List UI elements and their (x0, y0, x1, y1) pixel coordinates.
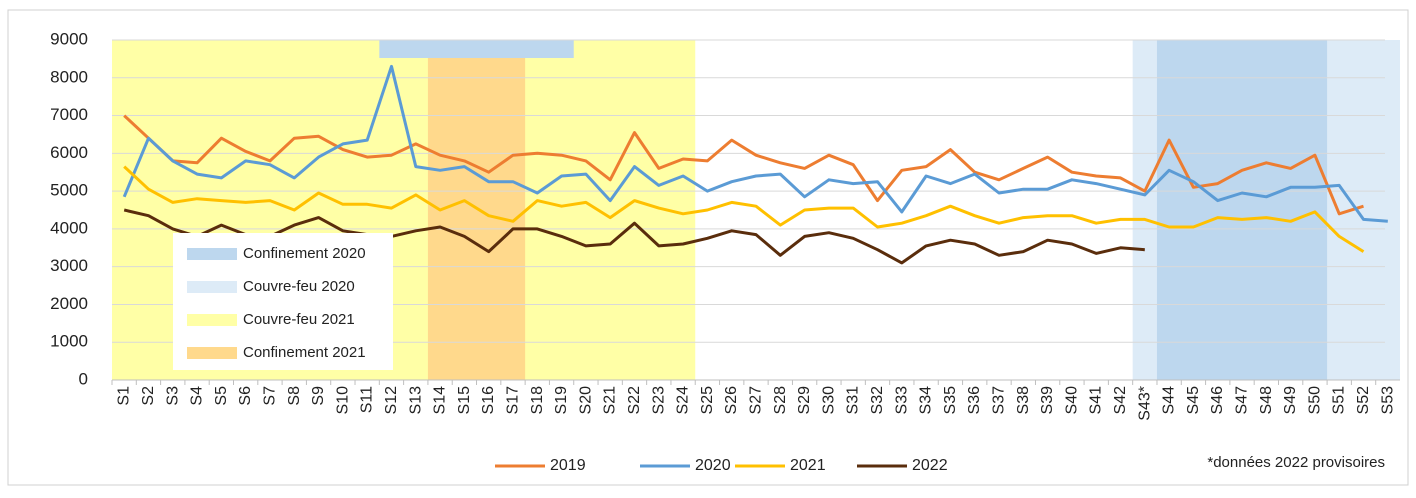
region (1156, 40, 1328, 380)
legend-label: Confinement 2020 (243, 245, 366, 262)
x-tick-label: S7 (261, 386, 278, 406)
x-tick-label: S34 (918, 386, 935, 415)
y-tick-label: 4000 (50, 218, 88, 237)
x-tick-label: S51 (1331, 386, 1348, 415)
series-line (123, 208, 1145, 265)
x-tick-label: S49 (1282, 386, 1299, 415)
y-tick-label: 0 (79, 369, 88, 388)
y-tick-label: 7000 (50, 105, 88, 124)
x-tick-label: S21 (602, 386, 619, 415)
x-tick-label: S44 (1161, 386, 1178, 415)
series-line (123, 114, 1364, 216)
x-tick-label: S11 (359, 386, 376, 413)
x-tick-label: S4 (189, 386, 206, 406)
x-tick-label: S8 (286, 386, 303, 406)
x-tick-label: S15 (456, 386, 473, 415)
x-tick-label: S23 (650, 386, 667, 415)
series-line (122, 64, 1388, 223)
x-tick-label: S42 (1112, 386, 1129, 415)
x-tick-label: S14 (432, 386, 449, 415)
lines (122, 64, 1388, 265)
x-tick-label: S20 (577, 386, 594, 415)
x-tick-label: S43* (1136, 386, 1153, 421)
x-tick-label: S37 (991, 386, 1008, 415)
x-tick-label: S10 (334, 386, 351, 415)
region (379, 40, 574, 58)
legend-label: 2022 (912, 457, 948, 474)
x-tick-label: S2 (140, 386, 157, 406)
x-tick-label: S1 (116, 386, 133, 406)
x-tick-label: S33 (893, 386, 910, 415)
x-tick-label: S18 (529, 386, 546, 415)
legend-swatch (187, 248, 237, 260)
x-tick-label: S22 (626, 386, 643, 415)
legend-swatch (187, 281, 237, 293)
legend-label: 2021 (790, 457, 826, 474)
legend-swatch (187, 314, 237, 326)
x-tick-label: S32 (869, 386, 886, 415)
x-tick-label: S9 (310, 386, 327, 406)
footnote: *données 2022 provisoires (1207, 454, 1385, 471)
x-tick-label: S39 (1039, 386, 1056, 415)
legend-label: 2020 (695, 457, 731, 474)
x-tick-label: S29 (796, 386, 813, 415)
x-tick-label: S30 (820, 386, 837, 415)
legend-label: Couvre-feu 2021 (243, 311, 355, 328)
x-tick-label: S31 (845, 386, 862, 415)
x-tick-label: S16 (480, 386, 497, 415)
x-tick-label: S41 (1088, 386, 1105, 415)
x-tick-label: S13 (407, 386, 424, 415)
x-tick-label: S47 (1234, 386, 1251, 415)
y-tick-label: 9000 (50, 29, 88, 48)
x-tick-label: S3 (164, 386, 181, 406)
x-tick-label: S46 (1209, 386, 1226, 415)
x-tick-label: S17 (504, 386, 521, 415)
legend-swatch (187, 347, 237, 359)
x-tick-label: S35 (942, 386, 959, 415)
x-tick-label: S53 (1379, 386, 1396, 415)
y-tick-label: 8000 (50, 67, 88, 86)
legends: Confinement 2020 Couvre-feu 2020 Couvre-fe… (173, 233, 948, 474)
x-tick-label: S25 (699, 386, 716, 415)
x-tick-label: S50 (1306, 386, 1323, 415)
x-tick-label: S45 (1185, 386, 1202, 415)
x-tick-label: S5 (213, 386, 230, 406)
x-tick-label: S19 (553, 386, 570, 415)
legend-label: Confinement 2021 (243, 344, 366, 361)
x-tick-label: S40 (1063, 386, 1080, 415)
y-tick-label: 5000 (50, 181, 88, 200)
legend-label: Couvre-feu 2020 (243, 278, 355, 295)
y-tick-label: 2000 (50, 294, 88, 313)
y-tick-label: 1000 (50, 332, 88, 351)
x-tick-label: S28 (772, 386, 789, 415)
x-tick-label: S27 (748, 386, 765, 415)
x-tick-label: S26 (723, 386, 740, 415)
x-tick-label: S38 (1015, 386, 1032, 415)
x-tick-label: S6 (237, 386, 254, 406)
y-tick-label: 3000 (50, 256, 88, 275)
x-tick-label: S52 (1355, 386, 1372, 415)
x-tick-label: S24 (675, 386, 692, 415)
legend-label: 2019 (550, 457, 586, 474)
x-tick-label: S12 (383, 386, 400, 415)
x-tick-label: S36 (966, 386, 983, 415)
y-tick-label: 6000 (50, 143, 88, 162)
series-line (123, 165, 1365, 253)
x-tick-label: S48 (1258, 386, 1275, 415)
